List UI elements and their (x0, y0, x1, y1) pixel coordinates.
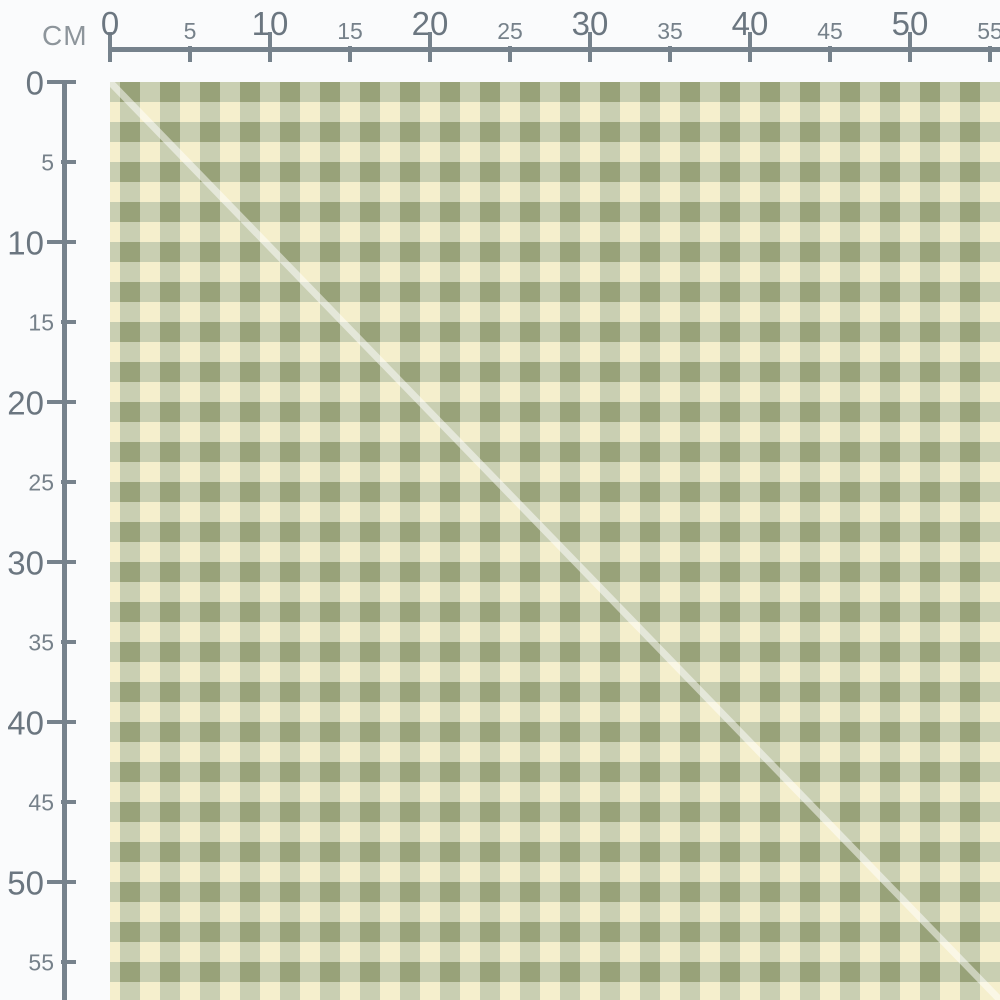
h-ruler-label-35: 35 (657, 18, 683, 44)
v-ruler-tick-45 (61, 800, 76, 804)
v-ruler-tick-5 (61, 160, 76, 164)
v-ruler-label-55: 55 (28, 949, 54, 976)
h-ruler-label-40: 40 (731, 5, 769, 42)
h-ruler-tick-55 (988, 46, 992, 62)
h-ruler-tick-40 (748, 32, 752, 62)
v-ruler-label-30: 30 (7, 544, 44, 582)
v-ruler-tick-35 (61, 640, 76, 644)
v-ruler-tick-40 (47, 720, 76, 724)
v-ruler-label-15: 15 (28, 309, 54, 336)
v-ruler-tick-0 (47, 80, 76, 84)
v-ruler-tick-50 (47, 880, 76, 884)
h-ruler-label-25: 25 (497, 18, 523, 44)
h-ruler-label-0: 0 (100, 5, 120, 42)
h-ruler-tick-50 (908, 32, 912, 62)
v-ruler-label-5: 5 (41, 149, 54, 176)
h-ruler-tick-10 (268, 32, 272, 62)
ruler-unit-label: CM (42, 20, 88, 51)
h-ruler-label-30: 30 (571, 5, 609, 42)
v-ruler-label-10: 10 (7, 224, 44, 262)
v-ruler-label-45: 45 (28, 789, 54, 816)
v-ruler-label-50: 50 (7, 864, 44, 902)
v-ruler-tick-30 (47, 560, 76, 564)
gingham-pattern (110, 82, 1000, 1000)
v-ruler-tick-20 (47, 400, 76, 404)
h-ruler-tick-5 (188, 46, 192, 62)
h-ruler-tick-0 (108, 32, 112, 62)
h-ruler-label-10: 10 (251, 5, 289, 42)
v-ruler-tick-10 (47, 240, 76, 244)
v-ruler-label-20: 20 (7, 384, 44, 422)
vertical-ruler-line (62, 80, 67, 1000)
h-ruler-label-55: 55 (977, 18, 1000, 44)
v-ruler-tick-55 (61, 960, 76, 964)
h-ruler-label-45: 45 (817, 18, 843, 44)
v-ruler-label-40: 40 (7, 704, 44, 742)
h-ruler-tick-20 (428, 32, 432, 62)
horizontal-ruler-line (108, 47, 1000, 52)
h-ruler-label-50: 50 (891, 5, 929, 42)
h-ruler-tick-35 (668, 46, 672, 62)
diagonal-watermark-line (110, 82, 1000, 1000)
h-ruler-tick-15 (348, 46, 352, 62)
h-ruler-label-15: 15 (337, 18, 363, 44)
h-ruler-tick-30 (588, 32, 592, 62)
h-ruler-tick-25 (508, 46, 512, 62)
fabric-swatch (110, 82, 1000, 1000)
v-ruler-label-0: 0 (25, 64, 44, 102)
h-ruler-tick-45 (828, 46, 832, 62)
h-ruler-label-20: 20 (411, 5, 449, 42)
v-ruler-label-35: 35 (28, 629, 54, 656)
v-ruler-label-25: 25 (28, 469, 54, 496)
v-ruler-tick-25 (61, 480, 76, 484)
v-ruler-tick-15 (61, 320, 76, 324)
h-ruler-label-5: 5 (183, 18, 197, 44)
